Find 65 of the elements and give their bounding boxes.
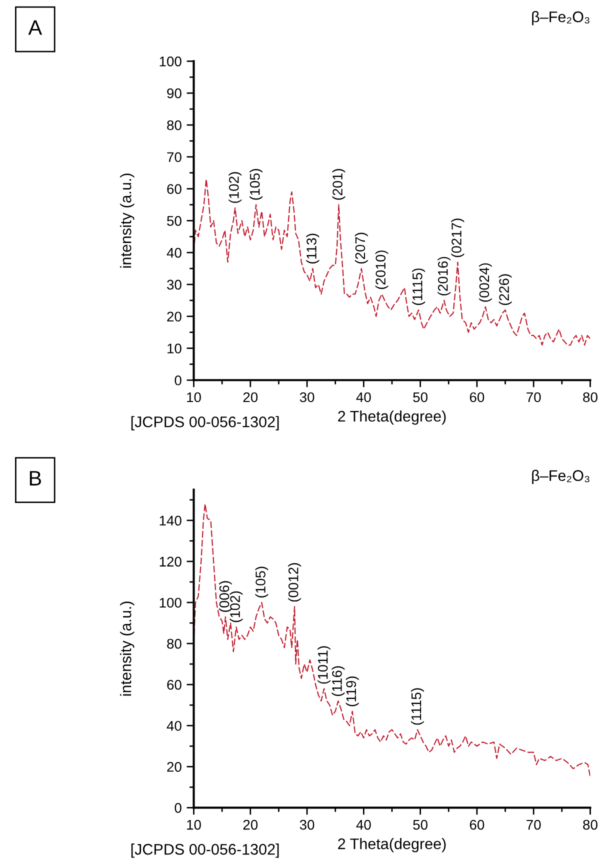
y-tick-label: 10 <box>168 344 182 354</box>
text: B <box>30 471 42 486</box>
annotation: (2010) <box>375 250 388 289</box>
y-tick-label: 140 <box>160 516 182 526</box>
x-tick-label: 10 <box>187 392 201 402</box>
y-tick-label: 60 <box>167 184 182 194</box>
y-tick-label: 100 <box>160 56 182 66</box>
x-tick-label: 40 <box>356 820 371 830</box>
annotation: (0024) <box>478 263 492 302</box>
annotation: (1011) <box>318 646 330 684</box>
x-tick-label: 80 <box>583 820 598 830</box>
annotation: (1115) <box>412 268 426 305</box>
y-tick-label: 30 <box>167 280 182 290</box>
annotation: (105) <box>255 566 268 598</box>
text: [JCPDS 00-056-1302] <box>131 416 279 430</box>
y-tick-label: 0 <box>174 375 182 386</box>
annotation: (0012) <box>288 563 302 602</box>
chart-title: β–Fe₂O₃ <box>532 470 590 484</box>
annotation: (1115) <box>411 688 424 725</box>
y-tick-label: 50 <box>167 216 182 226</box>
annotation: (226) <box>498 274 512 305</box>
chart-title: β–Fe₂O₃ <box>532 11 590 26</box>
x-tick-label: 30 <box>300 392 314 402</box>
x-tick-label: 30 <box>300 820 314 830</box>
y-tick-label: 100 <box>160 598 182 608</box>
y-tick-label: 40 <box>166 720 182 731</box>
x-tick-label: 70 <box>526 820 541 830</box>
y-tick-label: 90 <box>167 88 182 98</box>
x-tick-label: 20 <box>243 392 258 402</box>
annotation: (119) <box>346 676 359 706</box>
y-tick-label: 20 <box>167 312 182 322</box>
y-tick-label: 120 <box>160 556 182 567</box>
x-tick-label: 40 <box>356 392 371 402</box>
annotation: (105) <box>250 168 263 200</box>
annotation: (102) <box>228 172 242 203</box>
annotation: (113) <box>306 234 320 264</box>
y-tick-label: 80 <box>167 120 182 130</box>
annotation: (207) <box>354 232 368 264</box>
x-tick-label: 60 <box>470 392 484 402</box>
annotation: (2016) <box>438 256 451 296</box>
y-tick-label: 20 <box>167 762 182 772</box>
annotation: (0217) <box>451 218 464 258</box>
y-tick-label: 40 <box>166 248 182 258</box>
y-tick-label: 60 <box>167 680 182 690</box>
y-tick-label: 0 <box>174 803 182 813</box>
annotation: (006) <box>218 581 232 612</box>
annotation: (116) <box>332 666 345 696</box>
x-tick-label: 10 <box>187 820 201 830</box>
y-axis-title: intensity (a.u.) <box>120 602 134 696</box>
x-tick-label: 50 <box>413 392 428 402</box>
x-tick-label: 50 <box>413 820 428 830</box>
y-axis-title: intensity (a.u.) <box>120 174 134 268</box>
x-tick-label: 20 <box>243 820 258 830</box>
text: A <box>28 20 42 35</box>
x-axis-title: 2 Theta(degree) <box>338 410 446 425</box>
x-tick-label: 80 <box>583 392 598 402</box>
x-axis-title: 2 Theta(degree) <box>338 838 446 852</box>
annotation: (102) <box>230 591 243 622</box>
text: [JCPDS 00-056-1302] <box>131 844 279 858</box>
line-series <box>194 503 590 778</box>
y-tick-label: 80 <box>167 638 182 649</box>
x-tick-label: 60 <box>470 820 484 830</box>
y-tick-label: 70 <box>167 152 182 162</box>
annotation: (201) <box>332 168 346 200</box>
x-tick-label: 70 <box>526 392 541 402</box>
